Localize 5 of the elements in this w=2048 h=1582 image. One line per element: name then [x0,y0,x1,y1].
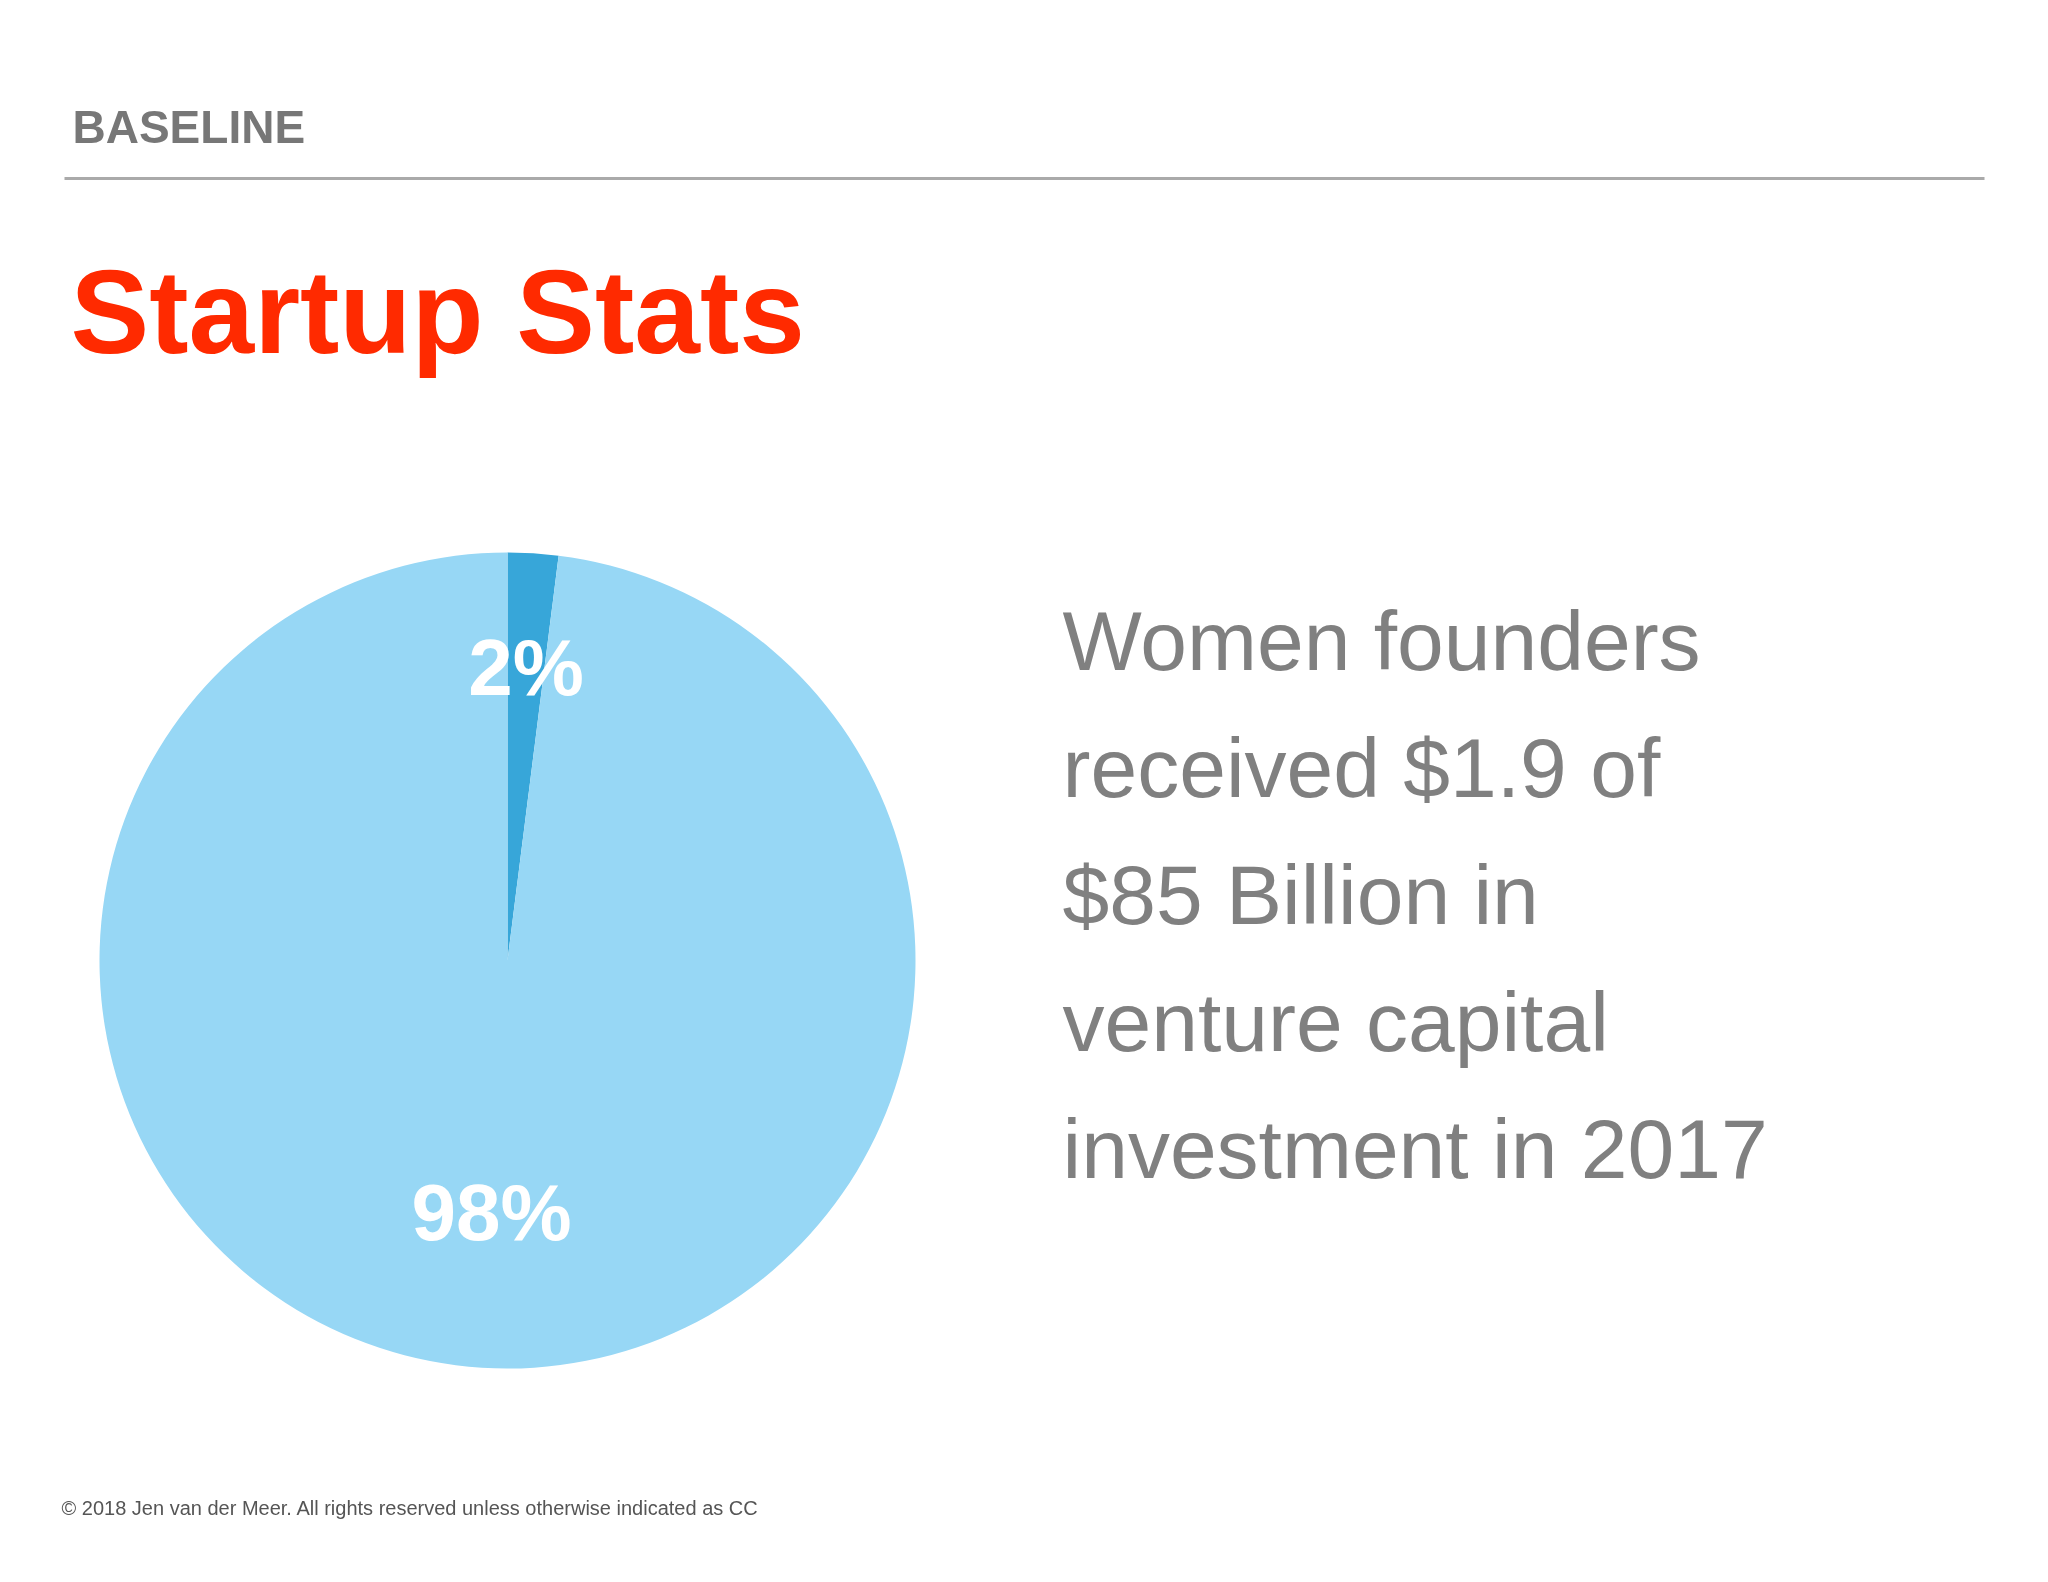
chart-subtitle: BASELINE [72,100,306,153]
text: © 2018 Jen van der Meer. All rights reserved unless otherwise indicated as CC [61,1496,758,1519]
chart-title: Startup Stats [70,245,805,378]
text: Women founders received $1.9 of $85 Billion in venture capital investment in 2017 [1062,593,1768,1196]
data-label: 98% [411,1168,572,1258]
